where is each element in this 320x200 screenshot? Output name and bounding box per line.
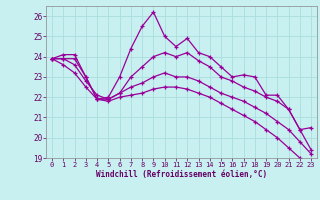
X-axis label: Windchill (Refroidissement éolien,°C): Windchill (Refroidissement éolien,°C) xyxy=(96,170,267,179)
